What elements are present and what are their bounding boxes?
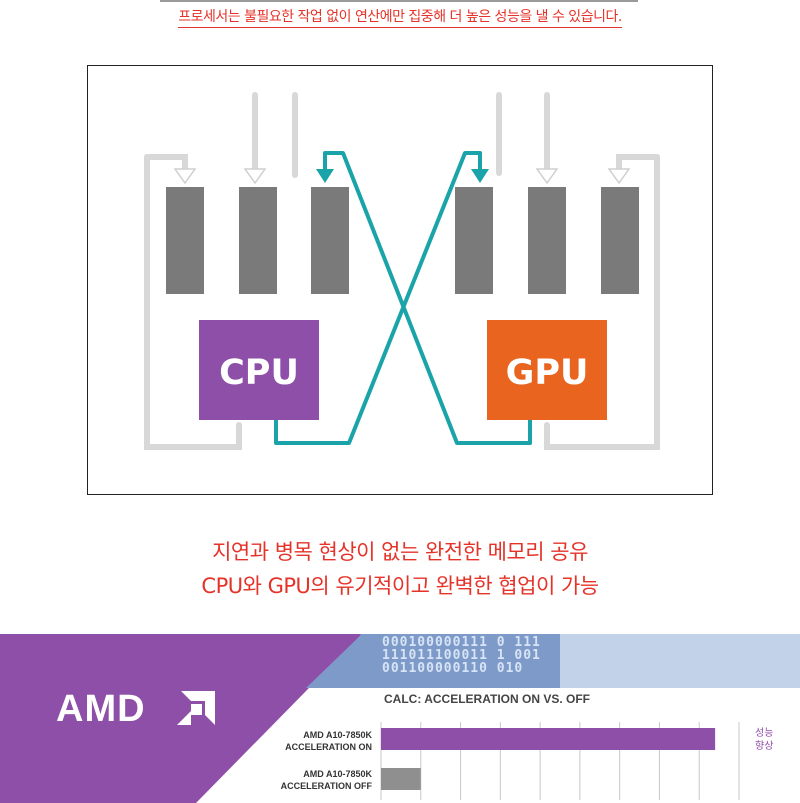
amd-banner: 000100000111 0 111 111011100011 1 001 00… xyxy=(0,634,800,803)
bar-acceleration-off xyxy=(381,768,421,790)
cpu-to-gpu-link xyxy=(274,151,482,445)
gpu-label: GPU xyxy=(506,353,589,393)
binary-text: 111011100011 1 001 xyxy=(382,648,541,663)
row-label-acceleration-off: AMD A10-7850K ACCELERATION OFF xyxy=(272,768,372,792)
chart-title: CALC: ACCELERATION ON VS. OFF xyxy=(384,692,590,706)
mid-caption-line-1: 지연과 병목 현상이 없는 완전한 메모리 공유 xyxy=(212,540,588,564)
binary-text: 000100000111 0 111 xyxy=(382,635,541,650)
banner-background xyxy=(0,634,800,803)
left-guide-lines xyxy=(144,92,298,450)
top-caption: 프로세서는 불필요한 작업 없이 연산에만 집중해 더 높은 성능을 낼 수 있… xyxy=(0,6,800,28)
amd-arrow-logo-icon xyxy=(177,691,215,725)
gpu-box xyxy=(487,320,607,420)
right-guide-lines xyxy=(496,92,660,450)
bar-acceleration-on xyxy=(381,728,716,750)
memory-sharing-diagram: CPU GPU xyxy=(144,92,660,450)
gpu-to-cpu-link xyxy=(323,151,532,445)
memory-block xyxy=(166,187,204,294)
amd-logo-text: AMD xyxy=(56,688,146,730)
row-label-acceleration-on: AMD A10-7850K ACCELERATION ON xyxy=(272,729,372,753)
binary-text: 001100000110 010 xyxy=(382,661,524,676)
memory-block xyxy=(455,187,493,294)
memory-block xyxy=(601,187,639,294)
link-arrowheads xyxy=(316,169,489,183)
shared-memory-links xyxy=(274,151,532,445)
acceleration-chart xyxy=(380,722,740,800)
guide-arrowheads xyxy=(173,168,631,185)
cpu-box xyxy=(199,320,319,420)
row-label-line: AMD A10-7850K xyxy=(303,769,372,779)
memory-block xyxy=(239,187,277,294)
row-label-line: AMD A10-7850K xyxy=(303,730,372,740)
row-label-line: ACCELERATION OFF xyxy=(280,781,372,791)
performance-note-line: 성능 xyxy=(755,728,774,739)
top-divider xyxy=(160,0,638,2)
performance-note: 성능 향상 xyxy=(755,727,773,753)
cpu-label: CPU xyxy=(219,353,299,393)
memory-block xyxy=(311,187,349,294)
mid-caption-line-2: CPU와 GPU의 유기적이고 완벽한 협업이 가능 xyxy=(201,574,599,598)
performance-note-line: 향상 xyxy=(755,741,774,752)
row-label-line: ACCELERATION ON xyxy=(285,742,372,752)
memory-blocks xyxy=(166,187,639,294)
memory-block xyxy=(528,187,566,294)
